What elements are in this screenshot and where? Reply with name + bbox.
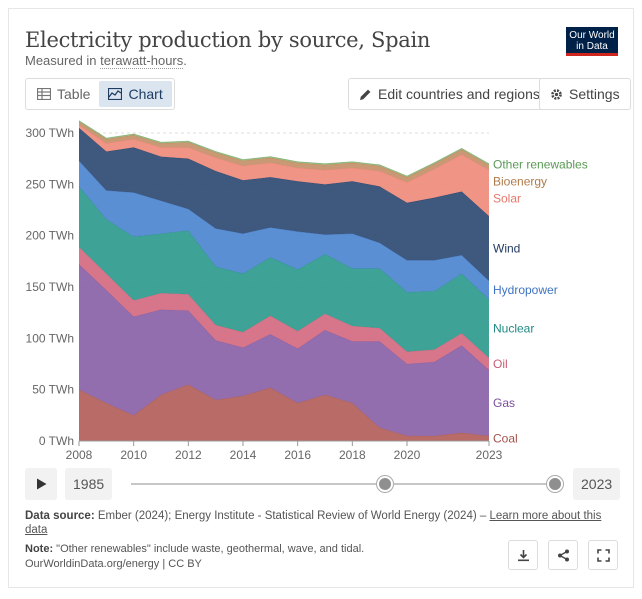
area-nuclear[interactable] (79, 186, 489, 358)
y-tick-label: 200 TWh (26, 229, 74, 243)
tab-table[interactable]: Table (28, 81, 99, 107)
end-year-box[interactable]: 2023 (573, 468, 621, 500)
area-coal[interactable] (79, 384, 489, 441)
legend-label[interactable]: Bioenergy (493, 174, 547, 188)
series-line (78, 120, 490, 177)
legend-label[interactable]: Other renewables (493, 157, 588, 171)
settings-button[interactable]: Settings (539, 78, 631, 110)
x-tick-label: 2010 (120, 448, 147, 462)
start-year-handle[interactable] (377, 476, 394, 492)
gear-icon (551, 88, 562, 100)
edit-countries-button[interactable]: Edit countries and regions (348, 78, 551, 110)
view-tabs: Table Chart (25, 78, 175, 110)
chart-note: Note: "Other renewables" include waste, … (25, 543, 365, 570)
table-icon (37, 88, 51, 100)
end-year-handle[interactable] (547, 476, 563, 492)
x-tick-label: 2018 (339, 448, 366, 462)
stacked-area-chart[interactable]: 0 TWh 50 TWh 100 TWh 150 TWh 200 TWh 250 TWh 3… (0, 0, 642, 465)
y-tick-label: 150 TWh (26, 280, 74, 294)
x-tick-label: 2014 (230, 448, 257, 462)
x-tick-label: 2023 (476, 448, 503, 462)
start-year-box[interactable]: 1985 (65, 468, 113, 500)
play-button[interactable] (25, 468, 57, 500)
legend-label[interactable]: Gas (493, 396, 515, 410)
x-tick-label: 2008 (66, 448, 93, 462)
y-tick-label: 250 TWh (26, 177, 74, 191)
share-button[interactable] (548, 540, 578, 570)
chart-icon (108, 88, 123, 100)
series-line (78, 246, 490, 359)
y-tick-label: 0 TWh (39, 434, 74, 448)
source-url[interactable]: OurWorldinData.org/energy | CC BY (25, 558, 202, 570)
tab-chart[interactable]: Chart (99, 81, 172, 107)
y-tick-label: 50 TWh (32, 383, 74, 397)
legend-label[interactable]: Coal (493, 431, 518, 445)
legend-label[interactable]: Hydropower (493, 283, 558, 297)
y-tick-label: 100 TWh (26, 331, 74, 345)
x-tick-label: 2012 (175, 448, 202, 462)
data-source: Data source: Ember (2024); Energy Instit… (25, 510, 602, 536)
timeline-track[interactable] (131, 483, 555, 485)
fullscreen-button[interactable] (588, 540, 618, 570)
fullscreen-icon (596, 548, 610, 562)
area-oil[interactable] (79, 246, 489, 371)
learn-more-link[interactable]: Learn more about this data (25, 510, 602, 536)
owid-logo[interactable]: Our World in Data (566, 27, 618, 56)
legend-label[interactable]: Oil (493, 357, 508, 371)
legend-label[interactable]: Wind (493, 242, 520, 256)
x-tick-label: 2016 (284, 448, 311, 462)
play-icon (36, 478, 46, 490)
area-hydropower[interactable] (79, 160, 489, 300)
download-icon (517, 549, 529, 561)
timeline: 1985 2023 (25, 468, 621, 500)
download-button[interactable] (508, 540, 538, 570)
area-wind[interactable] (79, 127, 489, 281)
chart-subtitle: Measured in terawatt-hours. (25, 53, 187, 69)
legend-label[interactable]: Solar (493, 191, 521, 205)
x-tick-label: 2020 (394, 448, 421, 462)
pencil-icon (360, 89, 371, 100)
legend-label[interactable]: Nuclear (493, 322, 534, 336)
y-tick-label: 300 TWh (26, 126, 74, 140)
share-icon (557, 549, 569, 561)
chart-title: Electricity production by source, Spain (25, 28, 431, 52)
area-gas[interactable] (79, 264, 489, 436)
unit-link[interactable]: terawatt-hours (100, 53, 184, 69)
